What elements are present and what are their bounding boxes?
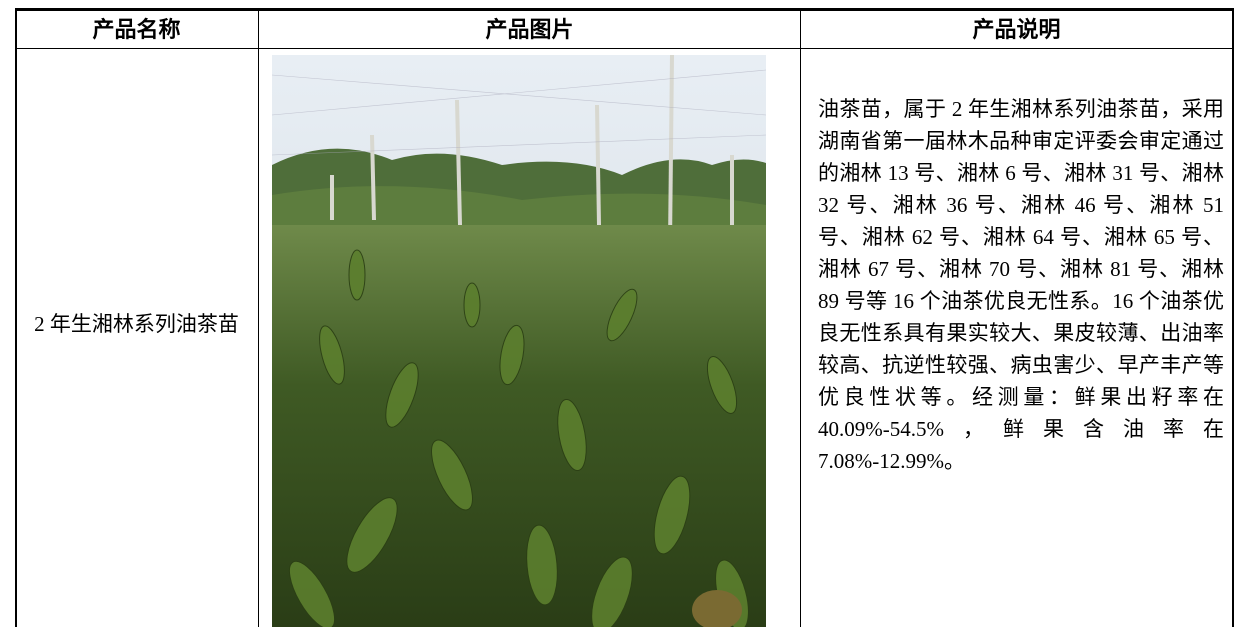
border xyxy=(15,8,1234,11)
header-cell: 产品名称 xyxy=(92,17,181,42)
header-cell: 产品图片 xyxy=(485,17,574,42)
header-cell: 产品说明 xyxy=(972,17,1061,42)
border xyxy=(800,8,801,627)
product-name: 2 年生湘林系列油茶苗 xyxy=(34,312,239,336)
border xyxy=(1232,8,1234,627)
border xyxy=(15,48,1234,49)
table: 产品名称 产品图片 产品说明 2 年生湘林系列油茶苗 xyxy=(15,8,1234,627)
border xyxy=(15,8,17,627)
product-description: 油茶苗，属于 2 年生湘林系列油茶苗，采用湖南省第一届林木品种审定评委会审定通过… xyxy=(818,97,1224,473)
product-photo xyxy=(272,55,766,627)
border xyxy=(258,8,259,627)
